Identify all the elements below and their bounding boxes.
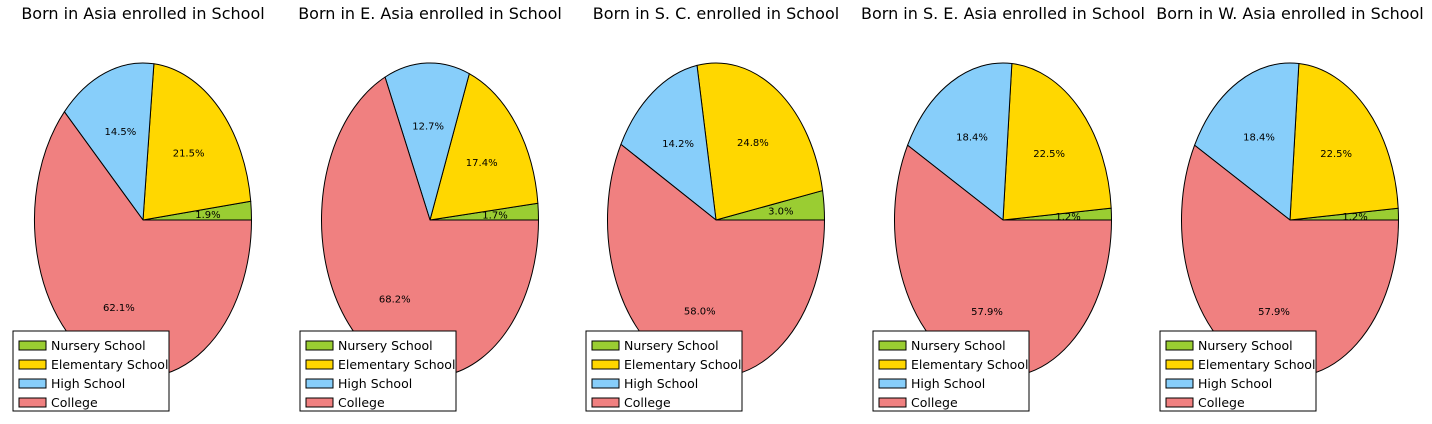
legend-entry-high-school: High School bbox=[51, 376, 125, 391]
pie-slice-elementary bbox=[696, 62, 824, 221]
pie-chart-3: Born in S. C. enrolled in School 3.0% 24.8… bbox=[585, 4, 839, 412]
slice-percent-label: 57.9% bbox=[1258, 307, 1290, 318]
legend-swatch-high-school bbox=[591, 378, 620, 389]
legend-entry-nursery: Nursery School bbox=[911, 338, 1006, 353]
legend-swatch-nursery bbox=[878, 340, 907, 351]
slice-percent-label: 14.2% bbox=[662, 139, 694, 150]
pie-chart-2: Born in E. Asia enrolled in School 1.7% 17… bbox=[298, 4, 562, 412]
slice-percent-label: 18.4% bbox=[1243, 133, 1275, 144]
legend-entry-college: College bbox=[51, 395, 98, 410]
slice-percent-label: 62.1% bbox=[103, 303, 135, 314]
slice-percent-label: 3.0% bbox=[768, 207, 793, 218]
legend: Nursery School Elementary School High Scho… bbox=[585, 330, 743, 412]
legend-swatch-high-school bbox=[878, 378, 907, 389]
slice-percent-label: 12.7% bbox=[412, 121, 444, 132]
slice-percent-label: 1.7% bbox=[482, 210, 507, 221]
legend: Nursery School Elementary School High Scho… bbox=[12, 330, 170, 412]
legend-entry-elementary: Elementary School bbox=[51, 357, 168, 372]
slice-percent-label: 18.4% bbox=[956, 133, 988, 144]
legend-entry-elementary: Elementary School bbox=[911, 357, 1028, 372]
legend-swatch-nursery bbox=[18, 340, 47, 351]
legend-swatch-college bbox=[18, 397, 47, 408]
legend-entry-nursery: Nursery School bbox=[51, 338, 146, 353]
legend-entry-high-school: High School bbox=[624, 376, 698, 391]
legend-swatch-elementary bbox=[878, 359, 907, 370]
pie-chart-4: Born in S. E. Asia enrolled in School 1.2… bbox=[861, 4, 1145, 412]
legend-entry-nursery: Nursery School bbox=[338, 338, 433, 353]
legend-entry-nursery: Nursery School bbox=[624, 338, 719, 353]
slice-percent-label: 1.2% bbox=[1055, 212, 1080, 223]
slice-percent-label: 22.5% bbox=[1320, 149, 1352, 160]
pie-slice-elementary bbox=[1002, 63, 1112, 221]
legend-entry-elementary: Elementary School bbox=[1198, 357, 1315, 372]
legend-swatch-high-school bbox=[1165, 378, 1194, 389]
legend-swatch-college bbox=[1165, 397, 1194, 408]
chart-title: Born in W. Asia enrolled in School bbox=[1156, 4, 1424, 23]
pie-chart-5: Born in W. Asia enrolled in School 1.2% 22… bbox=[1156, 4, 1424, 412]
legend-swatch-elementary bbox=[591, 359, 620, 370]
pie-slice-elementary bbox=[429, 73, 539, 221]
legend-entry-high-school: High School bbox=[1198, 376, 1272, 391]
legend-entry-high-school: High School bbox=[911, 376, 985, 391]
legend-swatch-college bbox=[591, 397, 620, 408]
slice-percent-label: 58.0% bbox=[684, 307, 716, 318]
legend-swatch-high-school bbox=[305, 378, 334, 389]
pie-chart-1: Born in Asia enrolled in School 1.9% 21.5%… bbox=[12, 4, 265, 412]
slice-percent-label: 24.8% bbox=[737, 138, 769, 149]
legend-swatch-elementary bbox=[305, 359, 334, 370]
legend-entry-elementary: Elementary School bbox=[624, 357, 741, 372]
legend-swatch-nursery bbox=[591, 340, 620, 351]
pie-slice-high-school bbox=[384, 62, 470, 221]
legend-swatch-elementary bbox=[1165, 359, 1194, 370]
slice-percent-label: 22.5% bbox=[1033, 149, 1065, 160]
slice-percent-label: 21.5% bbox=[173, 148, 205, 159]
chart-title: Born in S. C. enrolled in School bbox=[593, 4, 839, 23]
legend: Nursery School Elementary School High Scho… bbox=[872, 330, 1030, 412]
legend-swatch-college bbox=[305, 397, 334, 408]
legend-entry-elementary: Elementary School bbox=[338, 357, 455, 372]
legend-swatch-nursery bbox=[1165, 340, 1194, 351]
slice-percent-label: 17.4% bbox=[466, 158, 498, 169]
legend-swatch-college bbox=[878, 397, 907, 408]
pie-slice-high-school bbox=[620, 64, 717, 221]
pie-slice-elementary bbox=[1289, 63, 1399, 221]
slice-percent-label: 57.9% bbox=[971, 307, 1003, 318]
legend-entry-nursery: Nursery School bbox=[1198, 338, 1293, 353]
legend-entry-college: College bbox=[1198, 395, 1245, 410]
legend-swatch-elementary bbox=[18, 359, 47, 370]
legend: Nursery School Elementary School High Scho… bbox=[299, 330, 457, 412]
legend-swatch-nursery bbox=[305, 340, 334, 351]
chart-title: Born in Asia enrolled in School bbox=[21, 4, 264, 23]
pie-slice-elementary bbox=[142, 63, 252, 221]
slice-percent-label: 1.9% bbox=[195, 210, 220, 221]
slice-percent-label: 1.2% bbox=[1342, 212, 1367, 223]
chart-title: Born in S. E. Asia enrolled in School bbox=[861, 4, 1145, 23]
slice-percent-label: 14.5% bbox=[104, 127, 136, 138]
legend-swatch-high-school bbox=[18, 378, 47, 389]
legend-entry-college: College bbox=[338, 395, 385, 410]
legend-entry-college: College bbox=[911, 395, 958, 410]
legend: Nursery School Elementary School High Scho… bbox=[1159, 330, 1317, 412]
legend-entry-high-school: High School bbox=[338, 376, 412, 391]
pie-slice-high-school bbox=[63, 62, 155, 221]
slice-percent-label: 68.2% bbox=[379, 295, 411, 306]
chart-title: Born in E. Asia enrolled in School bbox=[298, 4, 562, 23]
pie-slice-high-school bbox=[1194, 62, 1300, 221]
pie-slice-high-school bbox=[907, 62, 1013, 221]
legend-entry-college: College bbox=[624, 395, 671, 410]
